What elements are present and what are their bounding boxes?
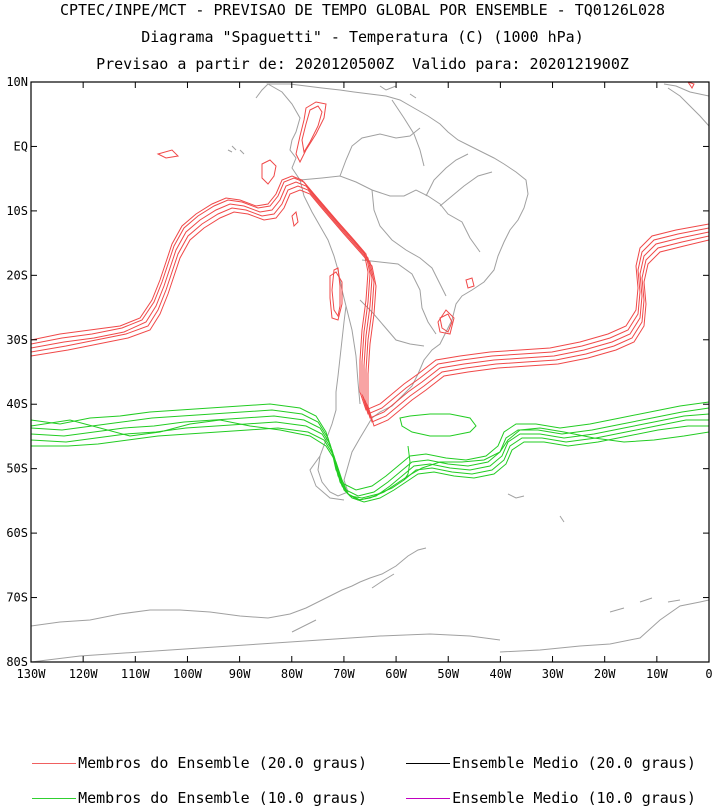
lon-label-120w: 120W bbox=[69, 667, 99, 681]
lat-label-70s: 70S bbox=[6, 591, 28, 605]
lat-label-50s: 50S bbox=[6, 462, 28, 476]
lat-label-10s: 10S bbox=[6, 204, 28, 218]
lon-label-10w: 10W bbox=[646, 667, 668, 681]
legend-item-mean-20: Ensemble Medio (20.0 graus) bbox=[388, 736, 696, 772]
legend-label-members-20: Membros do Ensemble (20.0 graus) bbox=[78, 754, 368, 772]
legend-item-mean-10: Ensemble Medio (10.0 graus) bbox=[388, 771, 696, 807]
longitude-axis: 130W 120W 110W 100W 90W 80W 70W 60W 50W 40W 30W 20W… bbox=[17, 82, 713, 681]
lat-label-60s: 60S bbox=[6, 526, 28, 540]
lon-label-30w: 30W bbox=[542, 667, 564, 681]
coastlines bbox=[31, 83, 709, 662]
legend-item-members-20: Membros do Ensemble (20.0 graus) bbox=[14, 736, 367, 772]
lat-label-40s: 40S bbox=[6, 397, 28, 411]
lon-label-90w: 90W bbox=[229, 667, 251, 681]
isotherm-20-members bbox=[31, 82, 709, 427]
title-line-2: Diagrama "Spaguetti" - Temperatura (C) (… bbox=[141, 28, 584, 46]
lon-label-60w: 60W bbox=[385, 667, 407, 681]
title-line-3: Previsao a partir de: 2020120500Z Valido… bbox=[96, 55, 629, 73]
legend-swatch-members-20 bbox=[32, 763, 77, 764]
lon-label-40w: 40W bbox=[490, 667, 512, 681]
lat-label-10n: 10N bbox=[6, 75, 28, 89]
plot-frame bbox=[30, 81, 710, 663]
legend-item-members-10: Membros do Ensemble (10.0 graus) bbox=[14, 771, 367, 807]
lon-label-110w: 110W bbox=[121, 667, 151, 681]
lon-label-70w: 70W bbox=[333, 667, 355, 681]
isotherm-10-members bbox=[31, 401, 709, 503]
lon-label-20w: 20W bbox=[594, 667, 616, 681]
lat-label-30s: 30S bbox=[6, 333, 28, 347]
legend-swatch-mean-20 bbox=[406, 763, 451, 764]
lat-label-eq: EQ bbox=[14, 139, 28, 153]
title-line-1: CPTEC/INPE/MCT - PREVISAO DE TEMPO GLOBA… bbox=[59, 1, 666, 19]
lon-label-130w: 130W bbox=[17, 667, 47, 681]
lat-label-80s: 80S bbox=[6, 655, 28, 669]
legend-swatch-mean-10 bbox=[406, 798, 451, 799]
map-body bbox=[31, 82, 709, 662]
lon-label-80w: 80W bbox=[281, 667, 303, 681]
lon-label-0: 0 bbox=[705, 667, 712, 681]
lat-label-20s: 20S bbox=[6, 268, 28, 282]
legend-swatch-members-10 bbox=[32, 798, 77, 799]
lon-label-50w: 50W bbox=[437, 667, 459, 681]
legend-label-mean-20: Ensemble Medio (20.0 graus) bbox=[452, 754, 696, 772]
lon-label-100w: 100W bbox=[173, 667, 203, 681]
latitude-axis: 10N EQ 10S 20S 30S 40S 50S 60S 70S 80S bbox=[6, 75, 709, 669]
